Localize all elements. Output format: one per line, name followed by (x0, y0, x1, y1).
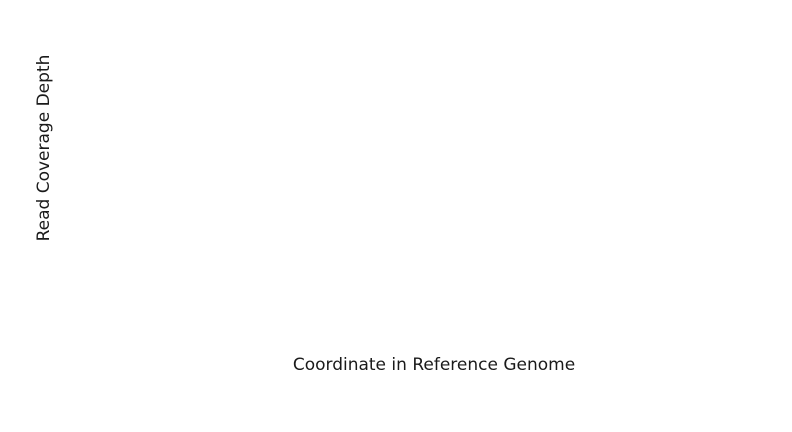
x-axis-title: Coordinate in Reference Genome (292, 355, 576, 375)
chart-legend (0, 398, 792, 422)
